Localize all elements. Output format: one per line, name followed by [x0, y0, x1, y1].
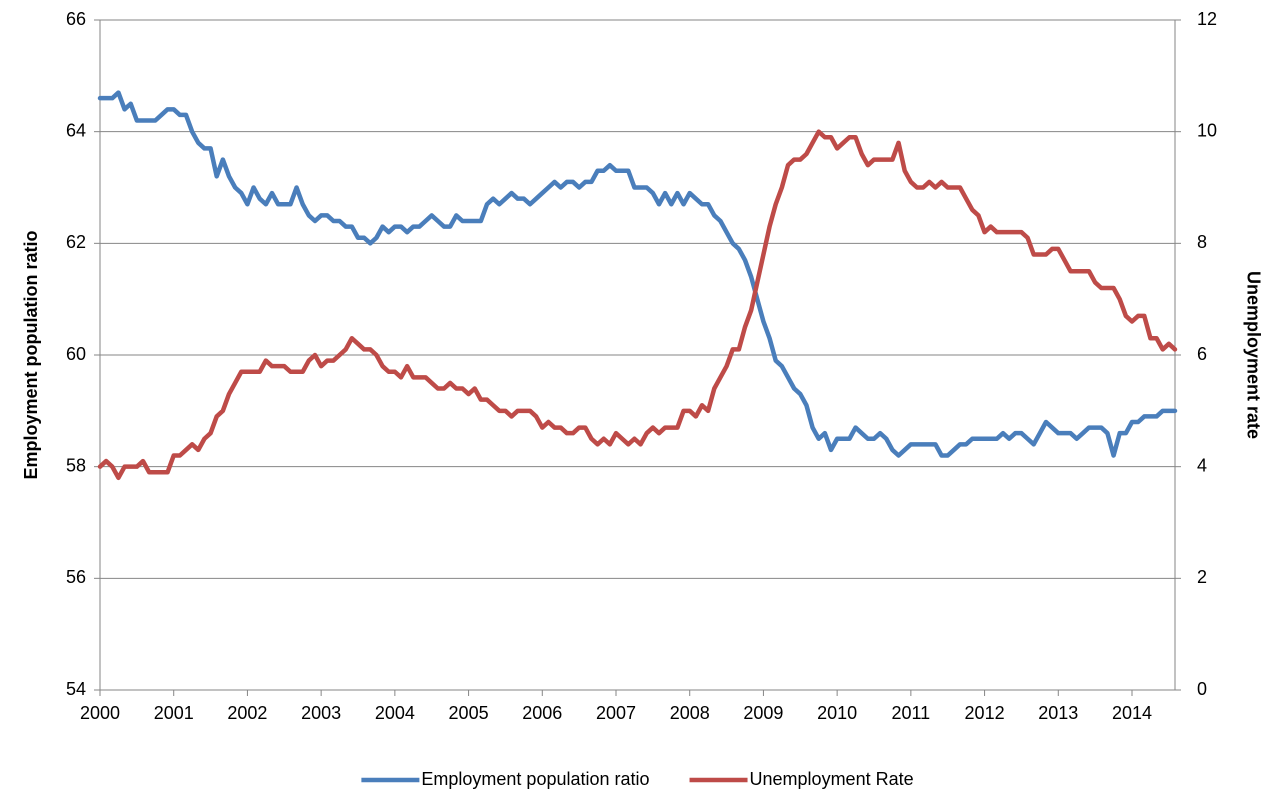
x-tick-label: 2014: [1112, 703, 1152, 723]
y2-tick-label: 8: [1197, 232, 1207, 252]
y2-tick-label: 10: [1197, 120, 1217, 140]
x-tick-label: 2000: [80, 703, 120, 723]
x-tick-label: 2002: [227, 703, 267, 723]
y2-tick-label: 2: [1197, 567, 1207, 587]
y2-axis-title: Unemployment rate: [1243, 271, 1263, 439]
x-tick-label: 2008: [670, 703, 710, 723]
x-tick-label: 2012: [965, 703, 1005, 723]
data-line: [97, 90, 1178, 458]
x-tick-label: 2005: [449, 703, 489, 723]
y2-tick-label: 0: [1197, 679, 1207, 699]
x-tick-label: 2004: [375, 703, 415, 723]
y-tick-label: 58: [66, 455, 86, 475]
x-tick-label: 2001: [154, 703, 194, 723]
y-tick-label: 66: [66, 9, 86, 29]
data-line: [97, 129, 1178, 481]
y-tick-label: 54: [66, 679, 86, 699]
legend-label: Employment population ratio: [421, 769, 649, 789]
y-tick-label: 60: [66, 344, 86, 364]
legend-label: Unemployment Rate: [750, 769, 914, 789]
x-tick-label: 2007: [596, 703, 636, 723]
y-tick-label: 64: [66, 120, 86, 140]
x-tick-label: 2013: [1038, 703, 1078, 723]
x-tick-label: 2003: [301, 703, 341, 723]
y2-tick-label: 6: [1197, 344, 1207, 364]
y-tick-label: 62: [66, 232, 86, 252]
x-tick-label: 2011: [891, 703, 930, 723]
x-tick-label: 2006: [522, 703, 562, 723]
y-axis-title: Employment population ratio: [21, 230, 41, 479]
x-tick-label: 2009: [743, 703, 783, 723]
x-tick-label: 2010: [817, 703, 857, 723]
y2-tick-label: 4: [1197, 455, 1207, 475]
y-tick-label: 56: [66, 567, 86, 587]
y2-tick-label: 12: [1197, 9, 1217, 29]
